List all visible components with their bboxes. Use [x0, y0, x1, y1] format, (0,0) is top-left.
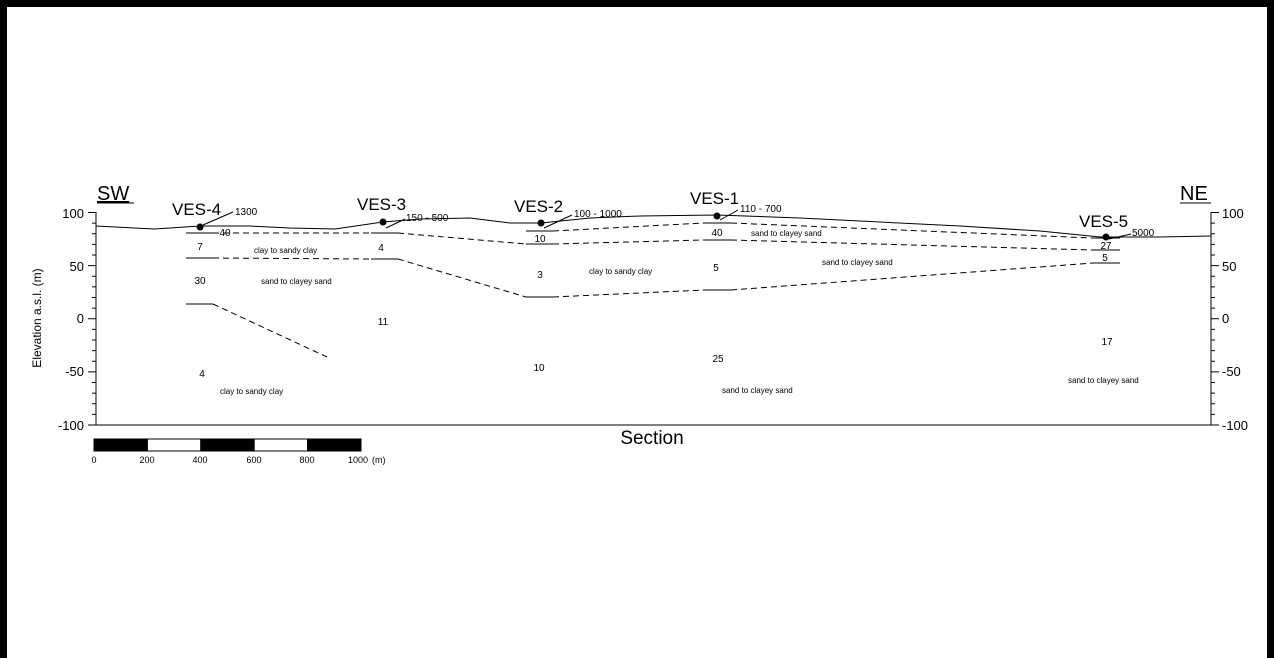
y-tick-label: -100 — [58, 418, 84, 433]
ves5-top-value: 5000 — [1132, 228, 1155, 239]
y-tick-label: 100 — [62, 206, 84, 221]
y-tick-label: 100 — [1222, 206, 1244, 221]
ves3-point — [380, 219, 386, 225]
scale-label: 0 — [91, 455, 96, 465]
layer-value: 3 — [537, 270, 543, 281]
page-border — [4, 4, 1271, 658]
y-tick-label: 0 — [77, 311, 84, 326]
layer-value: 40 — [711, 228, 723, 239]
ves2-point — [538, 220, 544, 226]
scale-bar-labels: 0 200 400 600 800 1000 — [91, 455, 368, 465]
ves1-point — [714, 213, 720, 219]
layer-value: 4 — [199, 369, 205, 380]
y-tick-label: -50 — [1222, 364, 1241, 379]
layer-boundary-marks — [186, 223, 1120, 304]
layer-value: 25 — [712, 354, 724, 365]
ves1-label: VES-1 — [690, 189, 739, 208]
layer-value: 30 — [194, 276, 206, 287]
ves4-label: VES-4 — [172, 200, 221, 219]
ves4-top-value: 1300 — [235, 207, 258, 218]
layer-value: 17 — [1101, 337, 1113, 348]
y-tick-label: -50 — [65, 364, 84, 379]
interpreted-interfaces — [213, 223, 1093, 357]
layer-value: 10 — [534, 234, 546, 245]
lithology-label: sand to clayey sand — [722, 386, 793, 395]
scale-unit: (m) — [372, 455, 386, 465]
layer-value: 27 — [1100, 241, 1112, 252]
scale-label: 400 — [192, 455, 207, 465]
ves2-label: VES-2 — [514, 197, 563, 216]
lithology-label: sand to clayey sand — [1068, 376, 1139, 385]
sounding-names: VES-4 VES-3 VES-2 VES-1 VES-5 — [172, 189, 1128, 231]
layer-value: 7 — [197, 242, 203, 253]
y-tick-labels-right: 100 50 0 -50 -100 — [1222, 206, 1248, 433]
y-tick-label: 50 — [1222, 259, 1236, 274]
lithology-label: sand to clayey sand — [261, 277, 332, 286]
ves5-label: VES-5 — [1079, 212, 1128, 231]
y-tick-label: -100 — [1222, 418, 1248, 433]
layer-value: 5 — [1102, 253, 1108, 264]
scale-label: 1000 — [348, 455, 368, 465]
ves2-top-value: 100 - 1000 — [574, 209, 622, 220]
lithology-label: sand to clayey sand — [751, 229, 822, 238]
ves1-top-value: 110 - 700 — [740, 204, 782, 215]
orientation-sw: SW — [97, 183, 129, 205]
lithology-label: sand to clayey sand — [822, 258, 893, 267]
scale-label: 600 — [246, 455, 261, 465]
lithology-label: clay to sandy clay — [254, 246, 317, 255]
y-tick-label: 0 — [1222, 311, 1229, 326]
lithology-label: clay to sandy clay — [220, 387, 283, 396]
scale-label: 200 — [139, 455, 154, 465]
y-tick-label: 50 — [70, 259, 84, 274]
layer-value: 10 — [533, 363, 545, 374]
lithology-label: clay to sandy clay — [589, 267, 652, 276]
layer-value: 5 — [713, 263, 719, 274]
layer-value: 11 — [378, 317, 389, 328]
ves3-label: VES-3 — [357, 195, 406, 214]
scale-label: 800 — [299, 455, 314, 465]
ves4-point — [197, 224, 203, 230]
y-tick-labels-left: 100 50 0 -50 -100 — [58, 206, 84, 433]
scale-bar — [94, 439, 361, 451]
y-axis-title: Elevation a.s.l. (m) — [30, 268, 44, 367]
ves3-top-value: 150 - 500 — [406, 213, 449, 224]
layer-value: 40 — [219, 228, 231, 239]
ves5-point — [1103, 234, 1109, 240]
orientation-ne: NE — [1180, 183, 1208, 205]
layer-values: 40 7 30 4 4 11 10 3 10 40 5 25 27 5 17 — [194, 228, 1113, 380]
layer-value: 4 — [378, 243, 384, 254]
x-axis-title: Section — [620, 428, 683, 449]
lithology-labels: clay to sandy clay sand to clayey sand c… — [220, 229, 1139, 396]
